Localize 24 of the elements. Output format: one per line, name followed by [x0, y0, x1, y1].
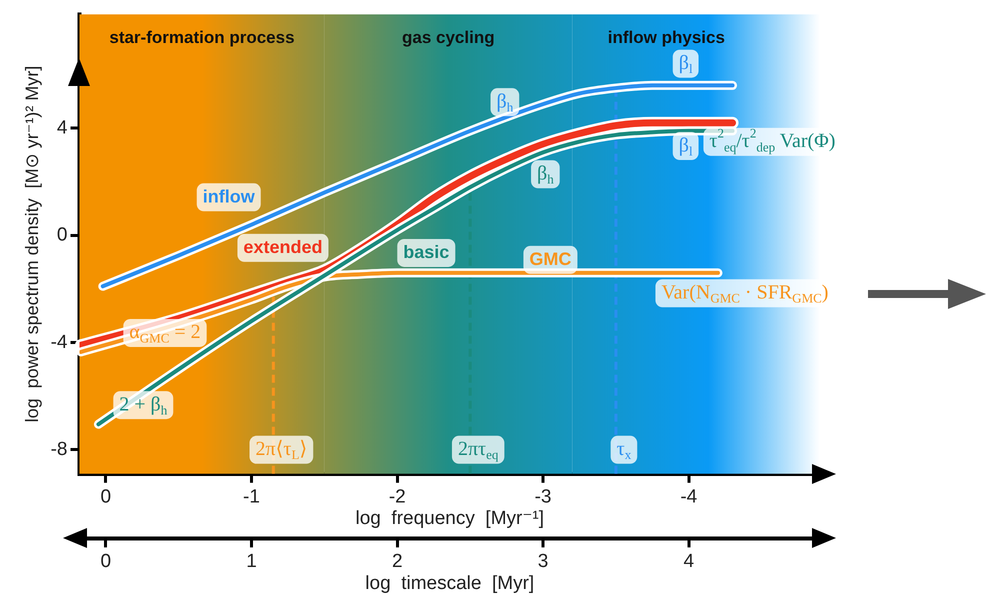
- x-tick-label: -3: [534, 486, 552, 508]
- series-label: GMC: [529, 248, 572, 269]
- band-label: star-formation process: [109, 28, 295, 48]
- x2-tick-label: 4: [684, 551, 695, 572]
- x2-tick-label: 2: [392, 551, 403, 572]
- x-tick-label: -2: [388, 486, 406, 508]
- x2-tick-label: 0: [100, 551, 112, 572]
- x-axis-title: log frequency [Myr⁻¹]: [356, 508, 544, 530]
- x2-tick-label: 1: [246, 551, 257, 572]
- y-tick-label: 0: [56, 224, 68, 246]
- series-label: basic: [403, 242, 450, 262]
- series-label: inflow: [202, 186, 256, 206]
- band-label: gas cycling: [402, 28, 495, 48]
- x-tick-label: -4: [680, 486, 698, 508]
- x2-tick-label: 3: [538, 551, 548, 572]
- y-tick-label: -4: [50, 332, 68, 353]
- y-axis-title: log power spectrum density [M⊙ yr⁻¹)² Myr]: [22, 66, 42, 422]
- x-tick-label: 0: [100, 486, 112, 508]
- x2-axis-title: log timescale [Myr]: [365, 572, 534, 594]
- band-label: inflow physics: [608, 28, 725, 48]
- x-tick-label: -1: [243, 486, 260, 508]
- y-tick-label: 4: [56, 117, 68, 138]
- y-tick-label: -8: [50, 438, 68, 460]
- series-label: extended: [243, 236, 322, 257]
